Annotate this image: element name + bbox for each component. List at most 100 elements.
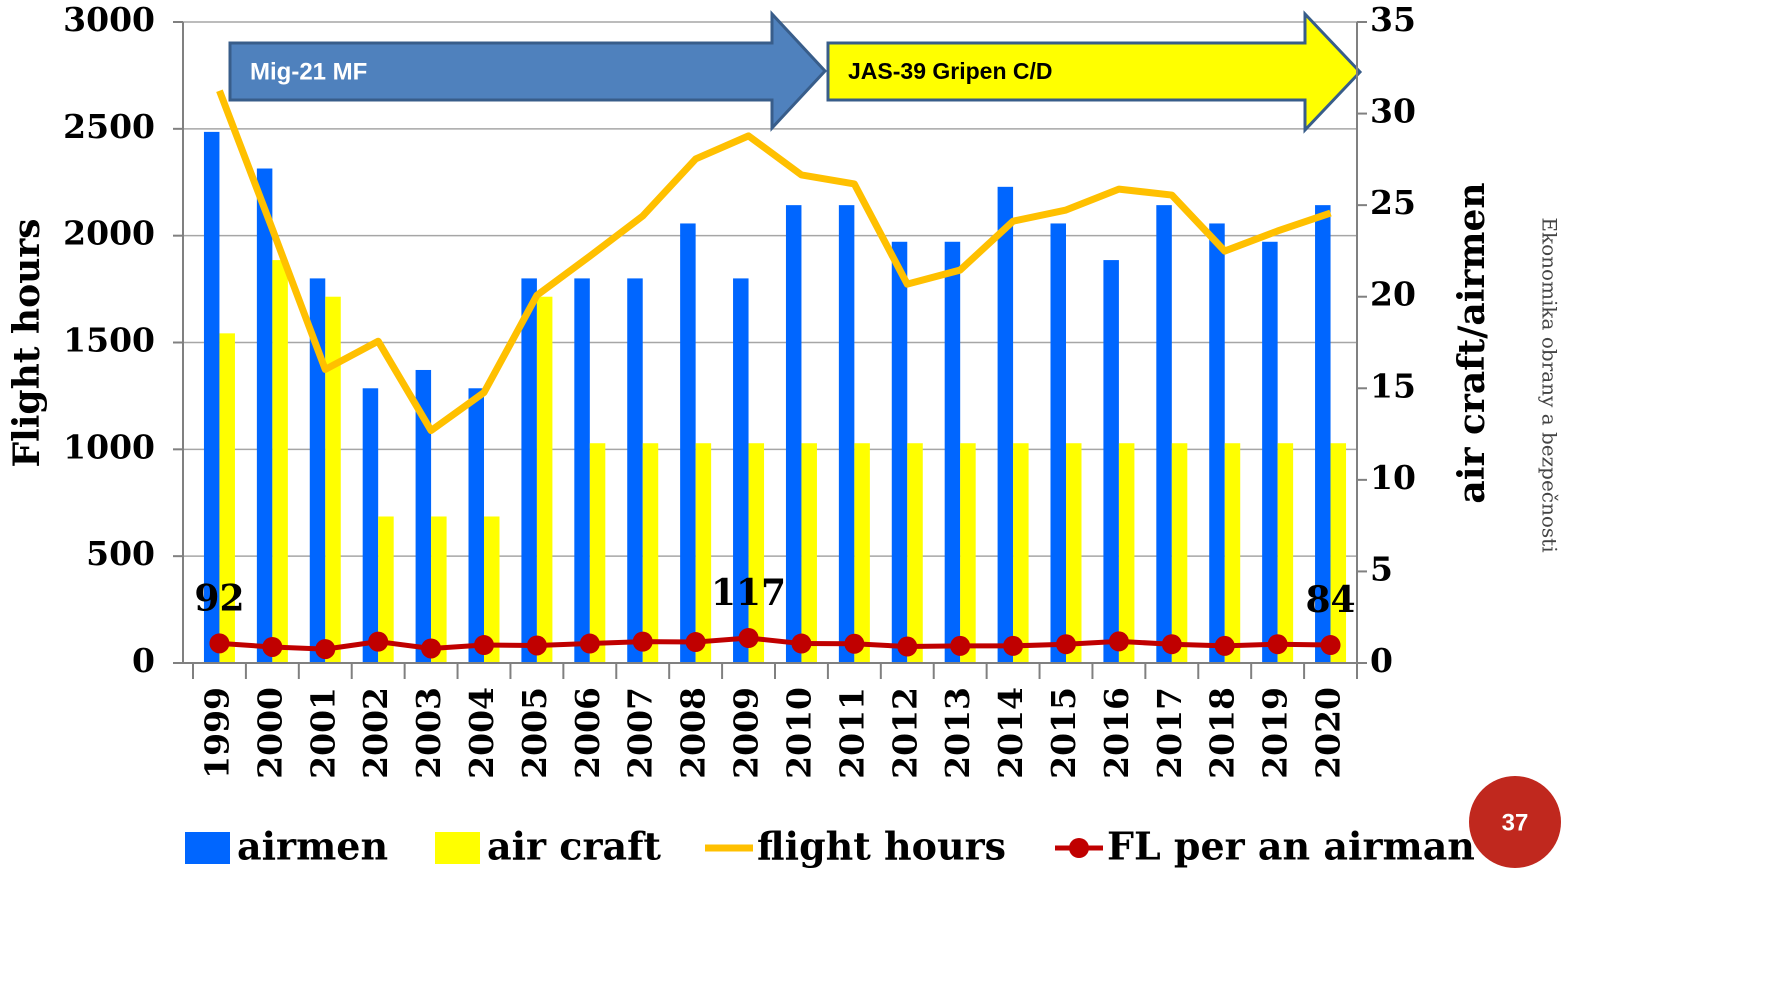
y-tick-label: 2000 [63,214,155,253]
bar [838,205,855,663]
side-text: Ekonomika obrany a bezpečnosti [1538,217,1562,552]
y-tick-label: 2500 [63,107,155,146]
bar [468,388,484,663]
x-tick-label: 2007 [621,687,660,779]
marker [897,636,918,657]
x-tick-label: 2008 [674,687,713,779]
bar [574,278,590,663]
axes: 0 500 1000 1500 2000 2500 3000 0 5 10 15 20 25 30 35 19… [63,0,1416,779]
y2-tick-label: 35 [1370,0,1416,39]
y-tick-label: 1500 [63,321,155,360]
legend-swatch [185,832,230,864]
y2-tick-label: 15 [1370,366,1416,405]
y2-tick-label: 20 [1370,275,1416,314]
marker [950,635,971,656]
x-tick-label: 2004 [462,687,501,779]
bar [944,241,961,663]
bar [431,516,447,663]
legend-marker [1069,838,1089,858]
line [219,635,1331,652]
legend: airmen air craft flight hours FL per an air… [185,824,1475,869]
legend-swatch [435,832,480,864]
marker [738,628,759,649]
x-tick-label: 2016 [1097,687,1136,779]
bar [536,296,553,663]
bar [1262,241,1278,663]
marker [844,633,865,654]
y2-tick-label: 5 [1370,549,1393,588]
marker [1108,631,1129,652]
marker [632,631,653,652]
marker [1320,635,1341,656]
bar [680,223,696,663]
bar [748,443,765,663]
marker [474,635,494,656]
bar [1118,443,1135,663]
bar [309,278,326,663]
x-tick-label: 2003 [409,687,448,779]
y-tick-label: 0 [132,641,155,680]
bar [801,443,817,663]
bar [1013,443,1029,663]
bar [589,443,606,663]
x-tick-label: 2020 [1309,687,1348,779]
bar [733,278,749,663]
page-badge [1469,776,1561,868]
annotation: JAS-39 Gripen C/D [848,58,1053,84]
legend-label: FL per an airman [1107,824,1475,869]
bar [1103,260,1119,663]
bar [891,241,908,663]
bar [1209,223,1225,663]
marker [1056,634,1076,655]
bar [203,131,220,663]
data-label: 117 [711,572,786,614]
annotation: Mig-21 MF [250,58,367,85]
marker [1161,634,1182,655]
x-tick-label: 2010 [779,687,818,779]
marker [791,633,812,654]
x-tick-label: 2019 [1256,687,1295,779]
bar [642,443,659,663]
y2-axis-title: air craft/airmen [1451,182,1493,503]
marker [1267,634,1288,655]
bar [695,443,712,663]
marker [685,632,706,653]
bar [378,516,394,663]
bar [785,205,802,663]
bar [219,333,235,663]
bar [1277,443,1294,663]
x-tick-label: 2011 [832,687,871,779]
legend-label: airmen [237,824,388,869]
bar [1156,205,1172,663]
y-axis-title: Flight hours [6,218,48,467]
marker [526,635,547,656]
x-tick-label: 2001 [303,687,342,779]
x-tick-label: 2002 [356,687,395,779]
bar [960,443,976,663]
bar [1171,443,1188,663]
bar [997,186,1014,664]
x-tick-label: 2009 [727,687,766,779]
bars [203,131,1347,664]
bar [627,278,643,663]
x-tick-label: 2005 [515,687,554,779]
marker [1003,635,1024,656]
y2-tick-label: 30 [1370,92,1416,131]
x-tick-label: 2000 [250,687,289,779]
y-tick-label: 500 [86,534,155,573]
y2-tick-label: 0 [1370,641,1393,680]
marker [368,631,389,652]
x-tick-label: 2013 [938,687,977,779]
bar [1050,223,1066,663]
data-label: 84 [1305,579,1355,621]
page-number: 37 [1502,809,1529,836]
marker [1214,635,1235,656]
x-tick-label: 2015 [1044,687,1083,779]
bar [1224,443,1241,663]
x-tick-label: 2014 [991,687,1030,779]
bar [907,443,923,663]
bar [272,260,288,663]
data-label: 92 [194,577,244,619]
lines: 92 117 84 [194,89,1356,660]
